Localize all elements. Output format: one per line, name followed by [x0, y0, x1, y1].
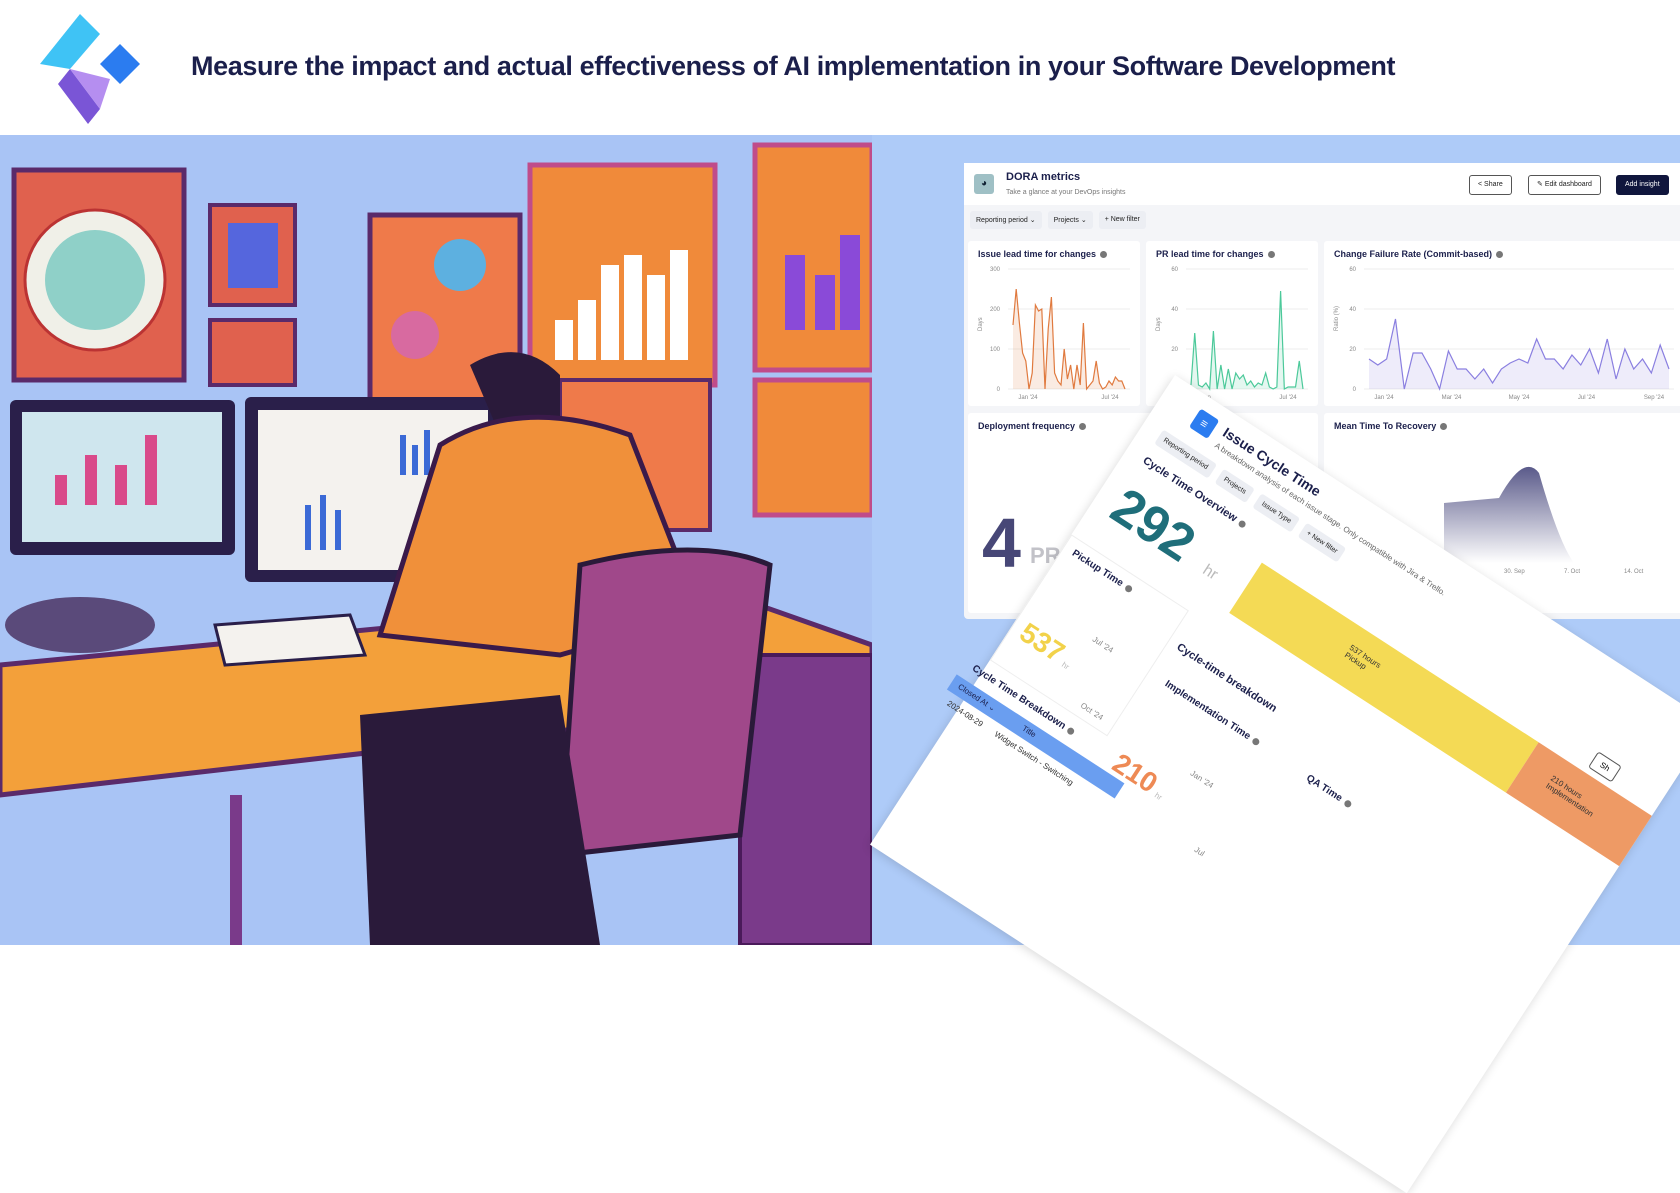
dashboard-header: ◕ DORA metrics Take a glance at your Dev… — [964, 163, 1680, 205]
y-axis-label: Days — [978, 317, 984, 331]
y-axis-label: Ratio (%) — [1334, 306, 1340, 331]
help-icon[interactable] — [1250, 736, 1261, 747]
y-tick: 60 — [1171, 267, 1178, 273]
help-icon[interactable] — [1066, 726, 1076, 737]
card-title: PR lead time for changes — [1156, 249, 1264, 259]
share-icon: < — [1478, 181, 1485, 188]
mttr-xtick: 30. Sep — [1504, 569, 1525, 575]
page-title: Measure the impact and actual effectiven… — [191, 51, 1396, 81]
cycle-unit: hr — [1199, 561, 1221, 584]
mttr-xtick: 7. Oct — [1564, 569, 1580, 575]
share-label: Share — [1484, 181, 1503, 188]
share-button[interactable]: < Share — [1469, 175, 1512, 195]
pickup-xtick: Oct '24 — [1078, 700, 1105, 723]
x-tick: May '24 — [1509, 395, 1530, 401]
card-title: Issue lead time for changes — [978, 249, 1097, 259]
x-tick: Jul '24 — [1101, 395, 1119, 401]
change-failure-rate-chart: 0 20 40 60 Ratio (%) Jan '24 Mar '24 May '24 Jul… — [1334, 267, 1674, 401]
series-line — [1368, 318, 1670, 391]
implementation-xtick: Jul — [1192, 845, 1207, 859]
help-icon[interactable] — [1267, 251, 1275, 259]
column-closed-at[interactable]: Closed At — [956, 682, 990, 709]
edit-label: Edit dashboard — [1544, 181, 1592, 188]
x-tick: Jan '24 — [1374, 395, 1394, 401]
implementation-bar: 210 hours Implementation — [1505, 742, 1652, 867]
help-icon[interactable] — [1496, 251, 1504, 259]
help-icon[interactable] — [1440, 423, 1448, 431]
deployment-value: 4 — [982, 504, 1021, 582]
y-axis-label: Days — [1156, 317, 1162, 331]
brand-logo — [40, 14, 140, 124]
filter-reporting-period[interactable]: Reporting period ⌄ — [970, 211, 1042, 229]
series-line — [1012, 288, 1126, 391]
x-tick: Jan '24 — [1018, 395, 1038, 401]
card-title: Change Failure Rate (Commit-based) — [1334, 249, 1493, 259]
card-title: Deployment frequency — [978, 421, 1076, 431]
filter-label: Projects — [1053, 217, 1079, 224]
developer-illustration — [0, 135, 872, 945]
new-filter-button[interactable]: + New filter — [1098, 211, 1146, 229]
help-icon[interactable] — [1342, 798, 1353, 809]
series-area — [1191, 291, 1303, 389]
y-tick: 60 — [1349, 267, 1356, 273]
card-title: Pickup Time — [1069, 547, 1126, 590]
x-tick: Sep '24 — [1644, 395, 1665, 401]
change-failure-rate-card: Change Failure Rate (Commit-based) 0 20 40… — [1324, 241, 1680, 406]
header: Measure the impact and actual effectiven… — [0, 0, 1680, 135]
filter-projects[interactable]: Projects ⌄ — [1047, 211, 1093, 229]
filter-bar: Reporting period ⌄ Projects ⌄ + New filt… — [970, 211, 1146, 229]
y-tick: 20 — [1171, 347, 1178, 353]
series-line — [1190, 290, 1304, 391]
bar-hours: 537 hours — [1347, 643, 1383, 670]
y-tick: 300 — [990, 267, 1001, 273]
help-icon[interactable] — [1123, 583, 1134, 594]
x-tick: Mar '24 — [1442, 395, 1462, 401]
pickup-unit: hr — [1060, 660, 1071, 672]
edit-dashboard-button[interactable]: ✎ Edit dashboard — [1528, 175, 1601, 195]
y-tick: 100 — [990, 347, 1001, 353]
dashboard-title: DORA metrics — [1006, 171, 1081, 183]
help-icon[interactable] — [1237, 518, 1248, 529]
issue-lead-time-chart: 0 100 200 300 Days Jan '24 Jul '24 — [978, 267, 1130, 401]
y-tick: 0 — [997, 387, 1001, 393]
issue-lead-time-card: Issue lead time for changes 0 100 200 300 Da… — [968, 241, 1140, 406]
add-insight-button[interactable]: Add insight — [1616, 175, 1669, 195]
y-tick: 40 — [1171, 307, 1178, 313]
pickup-title: Pickup Time — [1070, 548, 1134, 595]
x-tick: Jul '24 — [1578, 395, 1596, 401]
x-tick: Jul '24 — [1279, 395, 1297, 401]
cycle-icon: ≡ — [1188, 408, 1220, 439]
pickup-xtick: Jul '24 — [1090, 634, 1115, 655]
dashboard-subtitle: Take a glance at your DevOps insights — [1006, 189, 1126, 196]
card-title: Mean Time To Recovery — [1334, 421, 1437, 431]
filter-projects[interactable]: Projects — [1214, 468, 1255, 504]
y-tick: 40 — [1349, 307, 1356, 313]
implementation-xtick: Jan '24 — [1188, 768, 1216, 791]
dashboard-icon: ◕ — [974, 174, 994, 194]
mttr-chart: 30. Sep 7. Oct 14. Oct — [1444, 466, 1664, 575]
filter-label: Reporting period — [976, 217, 1028, 224]
column-title[interactable]: Title — [1020, 723, 1038, 740]
series-area — [1013, 289, 1125, 389]
help-icon[interactable] — [1079, 423, 1087, 431]
y-tick: 20 — [1349, 347, 1356, 353]
card-title: QA Time — [1304, 772, 1345, 805]
pickup-value: 537 — [1014, 616, 1071, 669]
implementation-unit: hr — [1152, 790, 1164, 803]
edit-icon: ✎ — [1537, 181, 1545, 188]
mttr-xtick: 14. Oct — [1624, 569, 1644, 575]
y-tick: 0 — [1353, 387, 1357, 393]
y-tick: 200 — [990, 307, 1001, 313]
qa-time-title: QA Time — [1304, 773, 1353, 810]
bar-label: Pickup — [1342, 650, 1368, 672]
help-icon[interactable] — [1100, 251, 1108, 259]
